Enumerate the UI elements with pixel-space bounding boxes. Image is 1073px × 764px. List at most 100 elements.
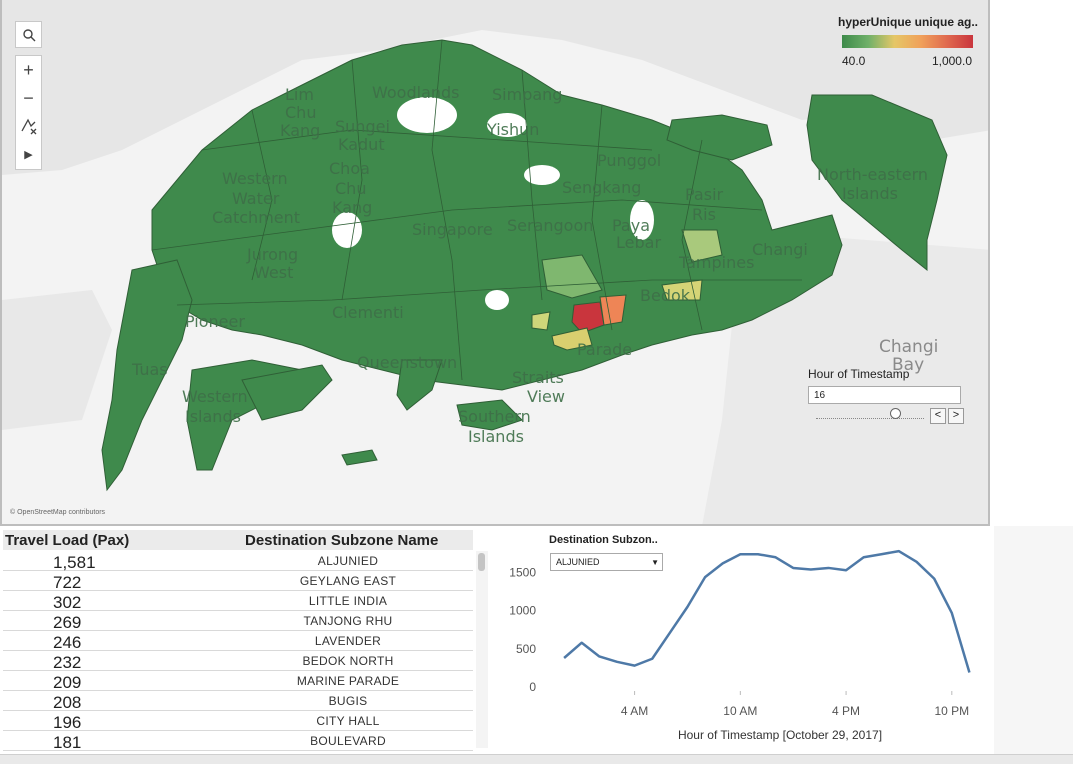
reservoir (397, 97, 457, 133)
table-row[interactable]: 722 GEYLANG EAST (3, 571, 473, 592)
subzone-geylang-east[interactable] (599, 294, 627, 326)
x-tick-label: 4 PM (832, 704, 860, 718)
subzone-little-india[interactable] (531, 311, 551, 331)
svg-text:Queenstown: Queenstown (357, 353, 457, 372)
x-tick-label: 4 AM (621, 704, 648, 718)
svg-text:Lim: Lim (285, 85, 314, 104)
svg-text:Serangoon: Serangoon (507, 216, 593, 235)
hour-filter-panel: Hour of Timestamp 16 < > (808, 367, 978, 424)
table-row[interactable]: 196 CITY HALL (3, 711, 473, 732)
svg-text:Kang: Kang (332, 198, 372, 217)
y-tick-label: 500 (516, 642, 536, 656)
table-row[interactable]: 181 BOULEVARD (3, 731, 473, 752)
hourly-line-chart[interactable]: 0 500 1000 1500 4 AM 10 AM 4 PM 10 PM Hour of Ti… (490, 530, 994, 754)
travel-load-value: 246 (53, 633, 82, 652)
western-islands-east[interactable] (241, 364, 333, 421)
map-attribution: © OpenStreetMap contributors (10, 509, 106, 516)
travel-load-value: 1,581 (53, 553, 96, 572)
table-row[interactable]: 269 TANJONG RHU (3, 611, 473, 632)
table-row[interactable]: 232 BEDOK NORTH (3, 651, 473, 672)
x-tick-label: 10 AM (723, 704, 757, 718)
svg-text:Paya: Paya (612, 216, 650, 235)
header-travel-load[interactable]: Travel Load (Pax) (5, 532, 130, 549)
table-row[interactable]: 208 BUGIS (3, 691, 473, 712)
svg-text:Chu: Chu (285, 103, 316, 122)
hour-slider-track[interactable] (816, 414, 924, 419)
subzone-name: ALJUNIED (317, 554, 379, 568)
subzone-name: BOULEVARD (310, 734, 386, 748)
subzone-name: BEDOK NORTH (302, 654, 394, 668)
subzone-tampines[interactable] (681, 229, 723, 263)
table-header: Travel Load (Pax) Destination Subzone Na… (3, 530, 473, 550)
table-scrollbar[interactable] (476, 551, 488, 748)
main-island[interactable] (151, 39, 843, 391)
svg-text:Western: Western (222, 169, 288, 188)
travel-load-value: 232 (53, 653, 82, 672)
legend-title: hyperUnique unique ag.. (838, 15, 979, 29)
hour-slider-thumb[interactable] (889, 408, 901, 419)
svg-text:Tuas: Tuas (131, 360, 168, 379)
svg-text:Pasir: Pasir (685, 185, 724, 204)
svg-text:West: West (254, 263, 293, 282)
map-view[interactable]: Lim Chu Kang Woodlands Simpang Sungei Kadut Y… (0, 0, 990, 526)
table-row[interactable]: 302 LITTLE INDIA (3, 591, 473, 612)
sentosa[interactable] (396, 359, 443, 411)
search-icon (22, 28, 35, 41)
svg-text:Singapore: Singapore (412, 220, 493, 239)
reservoir (524, 165, 560, 185)
svg-text:Tampines: Tampines (678, 253, 754, 272)
svg-text:Straits: Straits (512, 368, 564, 387)
svg-text:Choa: Choa (329, 159, 370, 178)
destination-filter-select[interactable]: ALJUNIED ▼ (550, 553, 663, 571)
hour-next-button[interactable]: > (948, 408, 964, 424)
y-tick-label: 1000 (509, 604, 536, 618)
svg-text:Jurong: Jurong (246, 245, 298, 264)
subzone-boundaries (151, 39, 802, 381)
series-line[interactable] (563, 549, 971, 673)
destination-filter-value: ALJUNIED (556, 557, 600, 567)
svg-text:Punggol: Punggol (597, 151, 661, 170)
x-tick-label: 10 PM (934, 704, 969, 718)
play-button[interactable]: ▶ (24, 148, 33, 161)
southern-islands[interactable] (456, 399, 523, 431)
hour-prev-button[interactable]: < (930, 408, 946, 424)
pulau-ubin[interactable] (666, 114, 773, 161)
pulau-tekong[interactable] (806, 94, 948, 272)
reset-pin-button[interactable] (16, 112, 41, 140)
table-row[interactable]: 209 MARINE PARADE (3, 671, 473, 692)
subzone-tanjong-rhu[interactable] (551, 327, 593, 351)
zoom-out-button[interactable]: − (23, 87, 34, 108)
subzone-aljunied[interactable] (571, 301, 605, 334)
scrollbar-thumb[interactable] (478, 553, 485, 571)
zoom-in-button[interactable]: + (23, 59, 34, 80)
subzone-name: LITTLE INDIA (308, 594, 388, 608)
map-search-button[interactable] (15, 21, 42, 48)
subzone-name: BUGIS (328, 694, 368, 708)
hour-filter-label: Hour of Timestamp (808, 367, 910, 381)
svg-text:Sengkang: Sengkang (562, 178, 641, 197)
reservoir (630, 200, 654, 240)
travel-load-value: 722 (53, 573, 82, 592)
small-island[interactable] (341, 449, 378, 466)
unpin-icon (20, 118, 36, 135)
tuas-region[interactable] (101, 259, 193, 492)
subzone-name: GEYLANG EAST (299, 574, 397, 588)
travel-load-value: 181 (53, 733, 82, 752)
svg-text:Changi: Changi (752, 240, 808, 259)
header-destination-subzone[interactable]: Destination Subzone Name (245, 532, 439, 549)
hour-filter-input[interactable]: 16 (808, 386, 961, 404)
travel-load-value: 302 (53, 593, 82, 612)
legend-gradient-bar (842, 35, 973, 48)
sheet-tab-strip[interactable] (0, 754, 1073, 764)
svg-text:Islands: Islands (185, 407, 241, 426)
land-background-sw (2, 290, 112, 430)
travel-load-value: 269 (53, 613, 82, 632)
subzone-green-mid[interactable] (541, 254, 603, 299)
svg-text:View: View (527, 387, 565, 406)
table-row[interactable]: 1,581 ALJUNIED (3, 551, 473, 572)
svg-text:Pioneer: Pioneer (185, 312, 245, 331)
table-row[interactable]: 246 LAVENDER (3, 631, 473, 652)
svg-text:Woodlands: Woodlands (372, 83, 460, 102)
map-zoom-controls: + − ▶ (15, 55, 42, 170)
